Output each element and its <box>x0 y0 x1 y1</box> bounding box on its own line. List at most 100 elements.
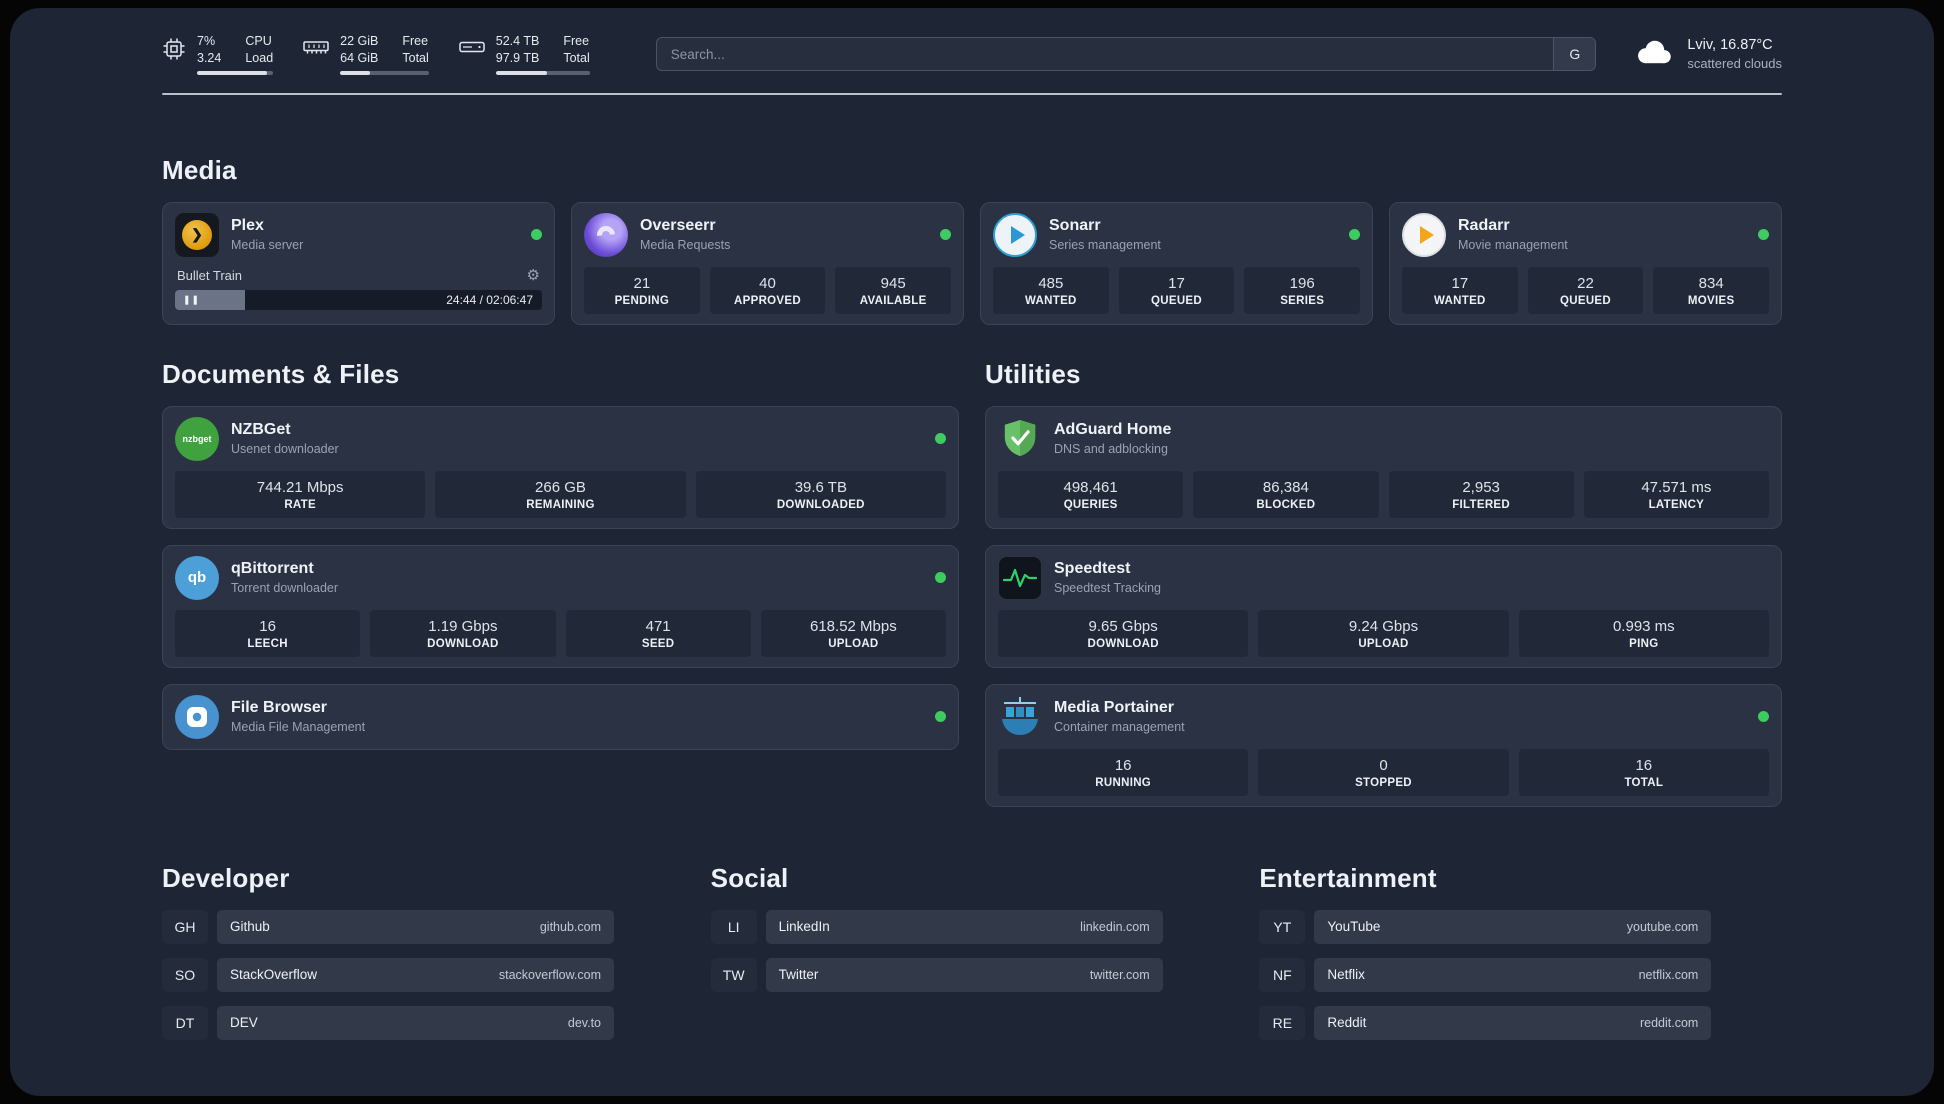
stat-ping: 0.993 ms PING <box>1518 609 1769 657</box>
link-abbr: SO <box>162 957 208 992</box>
stat-value: 47.571 ms <box>1641 478 1712 496</box>
speedtest-app-link[interactable]: Speedtest Speedtest Tracking <box>998 555 1769 600</box>
section-title-developer: Developer <box>162 862 290 893</box>
memory-free-label: Free <box>402 34 429 48</box>
link-youtube[interactable]: YT YouTube youtube.com <box>1259 909 1712 944</box>
stat-value: 16 <box>1635 756 1653 774</box>
link-abbr: NF <box>1259 957 1306 992</box>
app-desc: Container management <box>1054 720 1185 735</box>
portainer-whale-icon <box>998 695 1042 739</box>
qbittorrent-icon: qb <box>175 555 219 600</box>
sonarr-app-link[interactable]: Sonarr Series management <box>993 212 1360 257</box>
entertainment-links: Entertainment YT YouTube youtube.com NF N… <box>1259 863 1782 1054</box>
link-twitter[interactable]: TW Twitter twitter.com <box>710 957 1163 992</box>
link-dev[interactable]: DT DEV dev.to <box>162 1005 614 1040</box>
adguard-app-link[interactable]: AdGuard Home DNS and adblocking <box>998 417 1769 461</box>
search-bar: G <box>655 37 1597 72</box>
link-sections: Developer GH Github github.com SO StackOv… <box>162 863 1782 1054</box>
stat-downloaded: 39.6 TB DOWNLOADED <box>695 470 946 518</box>
stat-label: PENDING <box>614 294 670 307</box>
stat-filtered: 2,953 FILTERED <box>1388 470 1574 518</box>
link-domain: stackoverflow.com <box>498 967 601 982</box>
stat-label: APPROVED <box>734 294 801 307</box>
plex-app-link[interactable]: ❯ Plex Media server <box>175 212 542 257</box>
app-card-portainer: Media Portainer Container management 16 R… <box>985 683 1782 807</box>
weather-condition: scattered clouds <box>1687 56 1782 72</box>
stat-label: RATE <box>284 498 316 511</box>
storage-usage-bar-fill <box>495 70 547 75</box>
stat-value: 40 <box>759 274 776 292</box>
stat-label: WANTED <box>1434 294 1486 307</box>
player-settings-icon[interactable]: ⚙ <box>526 266 540 284</box>
link-name: LinkedIn <box>778 919 830 935</box>
stat-value: 16 <box>1114 756 1132 774</box>
stat-queued: 22 QUEUED <box>1527 266 1644 314</box>
stat-download: 9.65 Gbps DOWNLOAD <box>998 609 1249 657</box>
stat-pending: 21 PENDING <box>584 266 700 314</box>
status-dot <box>940 229 951 241</box>
link-domain: dev.to <box>567 1015 601 1030</box>
playback-time: 24:44 / 02:06:47 <box>446 292 533 307</box>
link-linkedin[interactable]: LI LinkedIn linkedin.com <box>710 909 1163 944</box>
link-name: Netflix <box>1327 967 1365 983</box>
app-card-plex: ❯ Plex Media server Bullet Train ⚙ ❚❚ 24… <box>162 201 555 325</box>
stat-value: 9.65 Gbps <box>1088 617 1158 635</box>
app-desc: Torrent downloader <box>231 581 339 596</box>
app-desc: Media Requests <box>640 238 731 253</box>
link-netflix[interactable]: NF Netflix netflix.com <box>1259 957 1712 992</box>
link-stackoverflow[interactable]: SO StackOverflow stackoverflow.com <box>162 957 614 992</box>
stat-label: WANTED <box>1025 294 1077 307</box>
stat-queued: 17 QUEUED <box>1118 266 1235 314</box>
app-name: Plex <box>231 217 264 235</box>
stat-seed: 471 SEED <box>565 609 751 657</box>
now-playing-title: Bullet Train <box>177 267 243 283</box>
storage-total-value: 97.9 TB <box>495 51 540 66</box>
link-name: Github <box>230 919 270 935</box>
weather-location-temp: Lviv, 16.87°C <box>1687 37 1773 54</box>
stat-value: 39.6 TB <box>794 478 847 496</box>
link-name: DEV <box>230 1015 258 1031</box>
filebrowser-app-link[interactable]: File Browser Media File Management <box>175 694 946 739</box>
pause-icon[interactable]: ❚❚ <box>183 294 201 305</box>
stat-value: 2,953 <box>1462 478 1500 496</box>
stat-label: TOTAL <box>1624 776 1664 789</box>
header-divider <box>162 92 1782 95</box>
search-input[interactable] <box>656 38 1554 71</box>
status-dot <box>1758 711 1769 723</box>
section-title-social: Social <box>710 862 789 893</box>
radarr-app-link[interactable]: Radarr Movie management <box>1402 212 1769 257</box>
stat-label: BLOCKED <box>1256 498 1316 511</box>
weather-widget: Lviv, 16.87°C scattered clouds <box>1632 37 1782 71</box>
stat-leech: 16 LEECH <box>175 609 361 657</box>
stat-download: 1.19 Gbps DOWNLOAD <box>370 609 556 657</box>
cpu-load-label: Load <box>245 51 274 66</box>
filebrowser-icon <box>175 694 219 739</box>
stat-value: 266 GB <box>535 478 586 496</box>
status-dot <box>1349 229 1360 241</box>
app-name: Radarr <box>1458 217 1510 235</box>
app-desc: Series management <box>1049 238 1161 253</box>
stat-label: QUEUED <box>1151 294 1203 307</box>
stat-value: 0.993 ms <box>1612 617 1675 635</box>
stat-value: 744.21 Mbps <box>256 478 344 496</box>
status-dot <box>1758 229 1769 241</box>
qbittorrent-app-link[interactable]: qb qBittorrent Torrent downloader <box>175 555 946 600</box>
status-dot <box>935 572 946 584</box>
playback-progress-bar[interactable]: ❚❚ 24:44 / 02:06:47 <box>175 289 542 310</box>
stat-value: 21 <box>633 274 651 292</box>
link-github[interactable]: GH Github github.com <box>162 909 614 944</box>
nzbget-app-link[interactable]: nzbget NZBGet Usenet downloader <box>175 416 946 461</box>
link-reddit[interactable]: RE Reddit reddit.com <box>1259 1005 1712 1040</box>
link-domain: twitter.com <box>1089 967 1150 982</box>
stat-label: FILTERED <box>1452 498 1511 511</box>
search-engine-button[interactable]: G <box>1553 38 1596 71</box>
memory-usage-bar-fill <box>340 70 371 75</box>
dashboard-content: 7% 3.24 CPU Load 22 GiB <box>162 8 1782 1054</box>
overseerr-app-link[interactable]: Overseerr Media Requests <box>584 212 951 257</box>
media-grid: ❯ Plex Media server Bullet Train ⚙ ❚❚ 24… <box>162 201 1782 325</box>
portainer-app-link[interactable]: Media Portainer Container management <box>998 695 1769 739</box>
documents-column: Documents & Files nzbget NZBGet Usenet d… <box>162 359 959 807</box>
app-name: Speedtest <box>1054 560 1131 578</box>
stat-value: 471 <box>645 617 671 635</box>
stat-running: 16 RUNNING <box>998 748 1249 796</box>
